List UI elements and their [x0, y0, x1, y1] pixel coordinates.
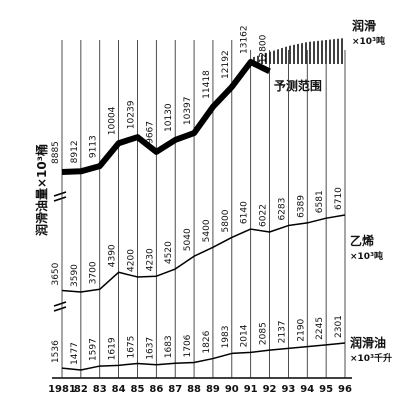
- legend-unit: ×10³千升: [350, 352, 392, 364]
- data-label: 6710: [334, 187, 344, 210]
- data-label: 10130: [164, 103, 174, 132]
- series-line: [61, 59, 271, 175]
- data-label: 8885: [51, 141, 61, 164]
- x-tick-label: 92: [263, 384, 277, 395]
- data-label: 1683: [164, 335, 174, 358]
- x-tick-label: 1981: [48, 384, 76, 395]
- data-label: 6389: [296, 195, 306, 218]
- data-label: 1536: [51, 340, 61, 363]
- x-tick-label: 88: [187, 384, 201, 395]
- data-label: 6581: [315, 190, 325, 213]
- x-tick-label: 87: [168, 384, 182, 395]
- series-line: [61, 214, 346, 293]
- legend-name: 润滑油: [350, 335, 386, 350]
- data-label: 13162: [240, 25, 250, 54]
- data-label: 6140: [240, 201, 250, 224]
- data-label: 6022: [259, 204, 269, 227]
- forecast-label: 予测范围: [274, 78, 322, 93]
- data-label: 9113: [89, 135, 99, 158]
- data-label: 10239: [126, 100, 136, 129]
- x-tick-label: 83: [93, 384, 107, 395]
- data-label: 2301: [334, 315, 344, 338]
- data-label: 3650: [51, 262, 61, 285]
- data-label: 8912: [70, 140, 80, 163]
- data-label: 4520: [164, 241, 174, 264]
- legend-unit: ×10³吨: [350, 250, 383, 262]
- series-line: [61, 342, 346, 371]
- data-label: 1675: [126, 336, 136, 359]
- data-label: 2190: [296, 318, 306, 341]
- data-label: 1597: [89, 338, 99, 361]
- data-label: 1619: [108, 337, 118, 360]
- x-tick-label: 84: [112, 384, 126, 395]
- data-label: 6283: [277, 198, 287, 221]
- x-tick-label: 85: [131, 384, 145, 395]
- x-tick-label: 86: [149, 384, 163, 395]
- x-tick-label: 90: [225, 384, 239, 395]
- data-label: 4390: [108, 244, 118, 267]
- y-axis-label: 润滑油量×10³桶: [34, 144, 49, 236]
- data-label: 5800: [221, 209, 231, 232]
- data-label: 12192: [221, 50, 231, 79]
- data-label: 10397: [183, 96, 193, 125]
- data-label: 3590: [70, 264, 80, 287]
- x-tick-label: 82: [74, 384, 88, 395]
- legend-name: 润滑: [352, 18, 376, 33]
- data-label: 9667: [145, 121, 155, 144]
- data-label: 4230: [145, 248, 155, 271]
- data-label: 3700: [89, 261, 99, 284]
- data-label: 1826: [202, 330, 212, 353]
- data-label: 2014: [240, 324, 250, 347]
- forecast-area: [250, 38, 345, 64]
- data-label: 1477: [70, 342, 80, 365]
- x-tick-label: 91: [244, 384, 258, 395]
- x-tick-label: 93: [281, 384, 295, 395]
- x-tick-label: 96: [338, 384, 352, 395]
- data-label: 1983: [221, 326, 231, 349]
- data-label: 2085: [259, 322, 269, 345]
- data-label: 4200: [126, 249, 136, 272]
- legend-unit: ×10³吨: [352, 35, 385, 47]
- x-tick-label: 95: [319, 384, 333, 395]
- data-label: 2137: [277, 320, 287, 343]
- data-label: 12800: [259, 34, 269, 63]
- legend-name: 乙烯: [350, 233, 374, 248]
- axis-break: [53, 191, 67, 312]
- x-tick-label: 89: [206, 384, 220, 395]
- data-label: 1637: [145, 337, 155, 360]
- data-label: 10004: [108, 106, 118, 135]
- data-label: 5400: [202, 219, 212, 242]
- data-label: 2245: [315, 317, 325, 340]
- x-tick-label: 94: [300, 384, 314, 395]
- data-label: 1706: [183, 334, 193, 357]
- data-label: 5040: [183, 228, 193, 251]
- data-label: 11418: [202, 70, 212, 99]
